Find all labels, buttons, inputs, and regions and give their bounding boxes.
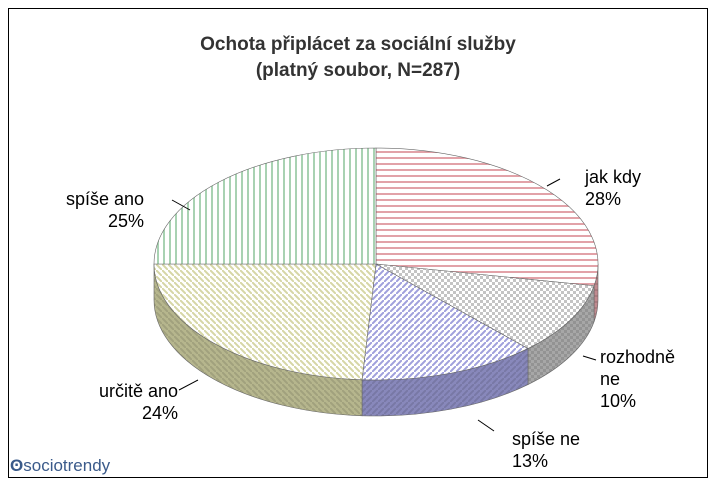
slice-label: spíše ne 13% xyxy=(512,428,622,472)
category-label: rozhodně ne xyxy=(600,347,676,389)
value-label: 10% xyxy=(600,391,637,411)
pie-slice xyxy=(153,263,377,381)
slice-label: jak kdy 28% xyxy=(585,166,685,210)
value-label: 24% xyxy=(141,403,178,423)
category-label: spíše ano xyxy=(65,189,144,209)
pie-slice xyxy=(361,263,529,381)
chart-subtitle: (platný soubor, N=287) xyxy=(255,60,461,81)
category-label: spíše ne xyxy=(512,429,581,449)
slice-label: určitě ano 24% xyxy=(68,380,178,424)
chart-title: Ochota připlácet za sociální služby xyxy=(200,34,516,55)
pie-slice xyxy=(153,147,377,265)
value-label: 25% xyxy=(107,211,144,231)
value-label: 28% xyxy=(585,189,622,209)
logo-text: sociotrendy xyxy=(23,456,111,475)
slice-label: spíše ano 25% xyxy=(20,188,144,232)
pie-slice xyxy=(375,263,595,349)
value-label: 13% xyxy=(512,451,549,471)
pie-slice xyxy=(375,147,599,287)
slice-label: rozhodně ne 10% xyxy=(600,346,700,412)
category-label: jak kdy xyxy=(585,167,642,187)
leader-lines xyxy=(171,178,597,432)
logo: ʘsociotrendy xyxy=(10,456,111,475)
category-label: určitě ano xyxy=(98,381,178,401)
